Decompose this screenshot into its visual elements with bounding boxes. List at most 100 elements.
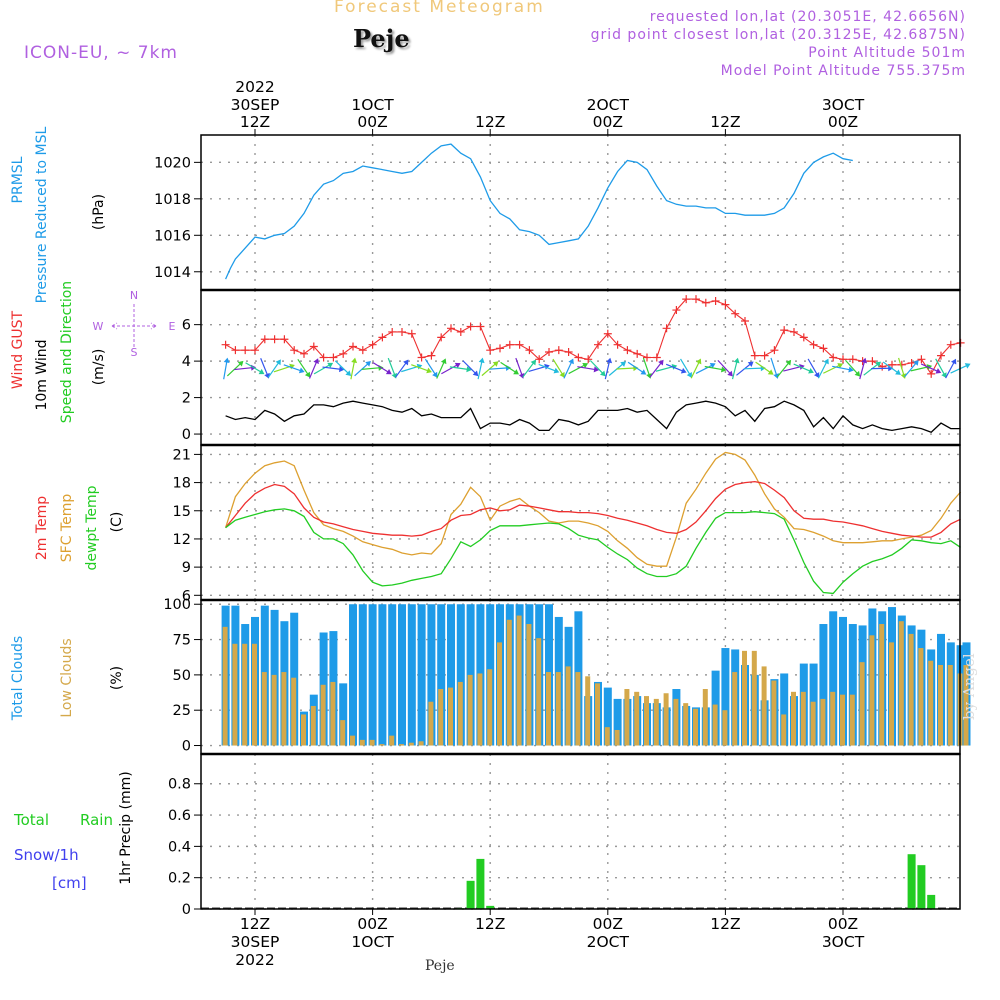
low-cloud-bar: [389, 735, 395, 746]
gust-marker: [584, 355, 593, 364]
arrow-head: [773, 373, 780, 379]
low-cloud-bar: [350, 735, 355, 746]
arrow-shaft: [308, 360, 318, 379]
wind-direction-arrow: [950, 363, 971, 374]
gust-marker: [515, 340, 524, 349]
wind-direction-arrow: [334, 360, 352, 377]
arrow-shaft: [832, 365, 851, 371]
arrow-shaft: [823, 364, 841, 374]
arrow-shaft: [859, 360, 866, 380]
panel-background: [201, 135, 960, 290]
wind-direction-arrow: [577, 366, 600, 373]
gust-marker: [741, 317, 749, 325]
arrow-shaft: [411, 364, 430, 372]
arrow-shaft: [945, 361, 956, 379]
wind-direction-arrow: [424, 358, 438, 378]
wind-gust-label: Wind GUST: [10, 310, 26, 389]
low-cloud-bar: [428, 701, 434, 746]
total-cloud-bar: [378, 604, 387, 746]
gust-marker: [652, 353, 661, 362]
low-cloud-bar: [879, 624, 885, 746]
total-cloud-bar: [456, 604, 465, 746]
pressure-tick-label: 1020: [154, 155, 191, 171]
gust-marker: [613, 340, 622, 349]
arrow-head: [416, 363, 423, 370]
legend-total-label: Total: [13, 811, 49, 829]
temperature-tick-label: 9: [182, 560, 191, 576]
low-cloud-bar: [918, 648, 924, 746]
compass-west: W: [93, 320, 104, 333]
arrow-shaft: [920, 363, 939, 373]
wind-direction-arrow: [776, 359, 792, 378]
bottom-hour-label: 00Z: [357, 915, 387, 933]
arrow-shaft: [361, 367, 381, 370]
panel-5: [201, 754, 960, 909]
wind-unit: (m/s): [91, 349, 107, 386]
gust-marker: [280, 335, 289, 344]
arrow-head: [275, 359, 281, 366]
low-cloud-bar: [242, 643, 248, 746]
dewpoint-line: [225, 508, 961, 595]
wind-direction-arrow: [350, 357, 358, 380]
arrow-head: [671, 363, 678, 370]
wind-direction-arrow: [223, 357, 230, 380]
low-cloud-bar: [340, 720, 346, 746]
total-cloud-bar: [721, 648, 730, 746]
low-cloud-bar: [369, 739, 375, 746]
low-cloud-bar: [830, 691, 836, 746]
arrow-head: [544, 363, 550, 370]
wind-direction-arrow: [372, 362, 392, 375]
arrow-shaft: [538, 363, 557, 372]
arrow-head: [814, 372, 820, 378]
gust-marker: [456, 327, 465, 336]
arrow-head: [593, 366, 600, 373]
requested-coords: requested lon,lat (20.3051E, 42.6656N): [649, 9, 966, 25]
low-cloud-bar: [399, 744, 404, 746]
top-hour-label: 00Z: [828, 113, 858, 131]
wind-speed-label: Speed and Direction: [59, 281, 75, 423]
arrow-head: [338, 366, 345, 373]
arrow-shaft: [223, 360, 228, 380]
gust-marker: [447, 324, 455, 333]
gust-marker: [525, 346, 534, 355]
clouds-tick-label: 0: [182, 739, 191, 755]
precip-tick-label: 0.4: [168, 839, 191, 855]
arrow-head: [733, 357, 740, 364]
low-cloud-bar: [301, 714, 306, 746]
watermark: by Angel: [960, 653, 978, 720]
low-cloud-bar: [800, 691, 806, 746]
low-cloud-bar: [673, 698, 679, 746]
low-cloud-bar: [663, 693, 669, 746]
gust-marker: [231, 346, 240, 355]
low-cloud-bar: [408, 742, 414, 746]
low-cloud-bar: [359, 739, 365, 746]
gust-marker: [290, 346, 299, 355]
wind-direction-arrow: [500, 361, 520, 375]
bottom-date-label: 30SEP: [231, 933, 280, 951]
arrow-shaft: [655, 365, 675, 372]
gust-marker: [535, 355, 544, 364]
gust-marker: [731, 309, 740, 318]
arrow-head: [472, 370, 479, 377]
gust-line: [225, 298, 961, 375]
low-cloud-bar: [506, 619, 512, 746]
gust-marker: [780, 326, 789, 335]
arrow-shaft: [350, 360, 356, 380]
point-altitude: Point Altitude 501m: [808, 45, 966, 61]
gust-marker: [574, 353, 583, 362]
arrow-shaft: [904, 361, 918, 378]
wind-direction-arrow: [297, 358, 311, 378]
arrow-shaft: [755, 361, 772, 374]
low-cloud-bar: [889, 642, 894, 746]
wind-direction-arrow: [436, 358, 447, 379]
top-year-label: 2022: [235, 78, 274, 96]
temperature-tick-label: 6: [182, 588, 191, 604]
wind-direction-arrow: [462, 360, 479, 377]
wind-direction-arrow: [552, 358, 565, 378]
arrow-head: [365, 361, 371, 367]
low-cloud-bar: [418, 741, 424, 746]
arrow-shaft: [642, 357, 651, 377]
gust-marker: [466, 322, 475, 331]
legend-rain-label: Rain: [80, 811, 113, 829]
gust-marker: [241, 346, 250, 355]
